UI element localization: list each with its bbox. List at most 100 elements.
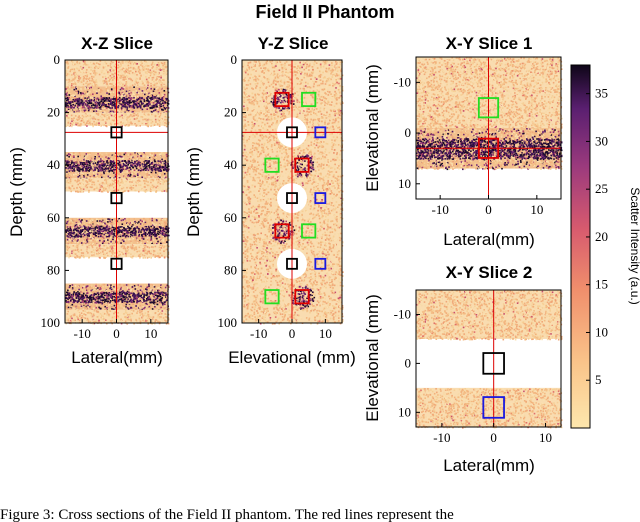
speckle-dot <box>128 220 130 223</box>
speckle-dot <box>68 156 70 158</box>
speckle-dot <box>72 95 74 97</box>
speckle-dot <box>116 176 118 179</box>
speckle-dot <box>121 166 124 168</box>
speckle-dot <box>149 162 151 164</box>
speckle-dot <box>78 80 80 82</box>
speckle-dot <box>96 92 98 94</box>
speckle-dot <box>155 157 158 159</box>
speckle-dot <box>114 109 117 111</box>
speckle-dot <box>102 67 105 69</box>
speckle-dot <box>157 240 159 243</box>
speckle-dot <box>151 184 154 187</box>
speckle-dot <box>143 84 146 86</box>
speckle-dot <box>139 187 142 190</box>
speckle-dot <box>153 185 155 188</box>
speckle-dot <box>125 68 128 70</box>
speckle-dot <box>74 82 76 84</box>
speckle-dot <box>141 103 143 106</box>
speckle-dot <box>140 155 142 157</box>
speckle-dot <box>83 109 86 112</box>
speckle-dot <box>72 103 74 106</box>
speckle-dot <box>81 173 84 176</box>
speckle-dot <box>103 68 105 70</box>
speckle-dot <box>104 182 106 184</box>
speckle-dot <box>101 106 104 108</box>
speckle-dot <box>165 190 168 193</box>
speckle-dot <box>139 125 141 127</box>
speckle-dot <box>158 162 160 164</box>
speckle-dot <box>122 76 124 79</box>
speckle-dot <box>125 225 128 228</box>
speckle-dot <box>69 174 71 176</box>
speckle-dot <box>95 152 97 155</box>
speckle-dot <box>128 75 131 77</box>
speckle-dot <box>107 164 109 167</box>
speckle-dot <box>158 236 161 238</box>
speckle-dot <box>114 111 117 114</box>
speckle-dot <box>109 69 112 71</box>
speckle-dot <box>119 153 122 155</box>
speckle-dot <box>100 157 102 159</box>
speckle-dot <box>99 101 101 104</box>
speckle-dot <box>70 177 73 179</box>
speckle-dot <box>134 99 137 102</box>
speckle-dot <box>133 112 136 115</box>
speckle-dot <box>154 168 156 171</box>
speckle-dot <box>112 101 114 104</box>
speckle-dot <box>88 166 91 169</box>
speckle-dot <box>151 71 153 74</box>
speckle-dot <box>69 166 72 168</box>
speckle-dot <box>151 105 153 107</box>
speckle-dot <box>88 62 90 64</box>
speckle-dot <box>116 172 119 174</box>
speckle-dot <box>90 69 92 71</box>
speckle-dot <box>163 99 166 101</box>
speckle-dot <box>136 239 139 241</box>
speckle-dot <box>126 154 128 156</box>
speckle-dot <box>105 152 108 155</box>
speckle-dot <box>150 96 153 99</box>
speckle-dot <box>110 162 113 165</box>
speckle-dot <box>82 172 84 175</box>
speckle-dot <box>72 81 75 83</box>
speckle-dot <box>72 122 75 124</box>
speckle-dot <box>85 164 87 166</box>
speckle-dot <box>110 242 113 244</box>
speckle-dot <box>139 232 141 234</box>
speckle-dot <box>148 176 150 178</box>
speckle-dot <box>113 154 116 157</box>
speckle-dot <box>79 124 82 126</box>
speckle-dot <box>155 108 158 110</box>
speckle-dot <box>69 160 72 162</box>
speckle-dot <box>122 191 125 193</box>
speckle-dot <box>66 234 68 236</box>
speckle-dot <box>71 60 74 62</box>
speckle-dot <box>103 83 106 86</box>
speckle-dot <box>134 177 136 179</box>
speckle-dot <box>101 219 104 222</box>
speckle-dot <box>147 241 150 244</box>
speckle-dot <box>95 65 97 68</box>
speckle-dot <box>85 122 88 124</box>
speckle-dot <box>111 159 113 161</box>
speckle-dot <box>102 80 104 83</box>
speckle-dot <box>145 99 148 102</box>
speckle-dot <box>99 103 101 105</box>
speckle-dot <box>160 105 162 108</box>
speckle-dot <box>114 163 116 165</box>
speckle-dot <box>121 66 123 68</box>
speckle-dot <box>165 112 167 115</box>
speckle-dot <box>151 217 153 220</box>
speckle-dot <box>164 179 167 182</box>
speckle-dot <box>68 90 71 92</box>
speckle-dot <box>131 153 133 155</box>
speckle-dot <box>133 110 136 112</box>
speckle-dot <box>130 103 133 105</box>
speckle-dot <box>88 108 90 110</box>
speckle-dot <box>86 183 89 186</box>
speckle-dot <box>93 166 95 169</box>
speckle-dot <box>166 219 169 221</box>
speckle-dot <box>135 90 137 92</box>
speckle-dot <box>75 100 77 102</box>
speckle-dot <box>108 173 111 175</box>
